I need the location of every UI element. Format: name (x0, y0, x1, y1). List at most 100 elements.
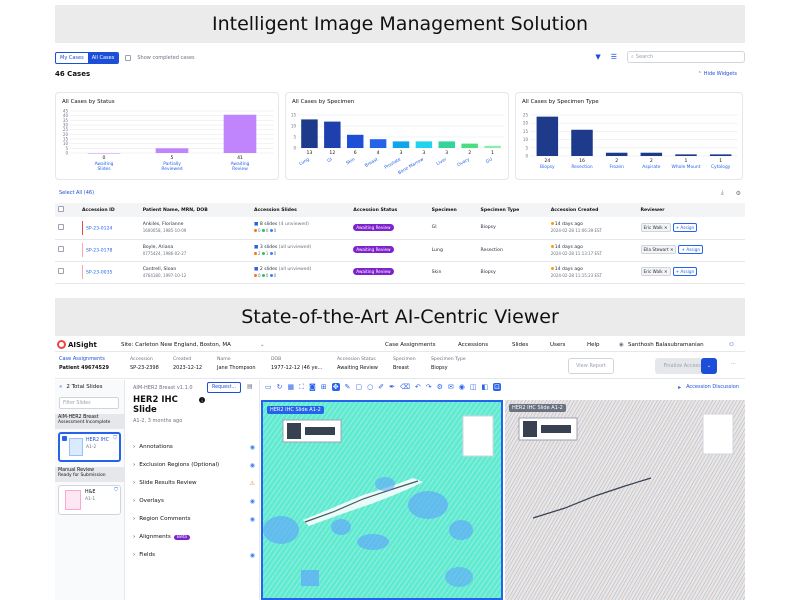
request-button[interactable]: Request... (207, 382, 241, 393)
eraser-icon[interactable]: ⌫ (399, 383, 410, 391)
section-fields[interactable]: › Fields ◉ (133, 552, 255, 559)
bar-ovary[interactable] (461, 143, 478, 148)
col-accession-id[interactable]: Accession ID (79, 203, 140, 217)
nav-slides[interactable]: Slides (512, 341, 529, 348)
site-selector[interactable]: Site: Carleton New England, Boston, MA (121, 341, 231, 348)
slide-card-her2[interactable]: HER2 IHC A1-2 ⛉ (58, 432, 121, 462)
row-checkbox[interactable] (58, 246, 64, 252)
bar-aspirate[interactable] (640, 152, 663, 156)
assign-button[interactable]: + Assign (672, 267, 698, 276)
rectangle-icon[interactable]: ▢ (355, 383, 363, 391)
bar-partially-reviewed[interactable] (155, 148, 189, 153)
section-overlays[interactable]: › Overlays ◉ (133, 497, 255, 505)
bar-resection[interactable] (571, 129, 593, 156)
bar-liver[interactable] (438, 141, 456, 148)
team-icon[interactable]: ⚇ (729, 341, 734, 348)
expand-chevron-icon[interactable]: › (133, 498, 136, 504)
section-slide-results-review[interactable]: › Slide Results Review ⚠ (133, 480, 255, 487)
panel-toggle-icon[interactable]: ▤ (247, 383, 253, 390)
col-patient[interactable]: Patient Name, MRN, DOB (139, 203, 252, 217)
table-row[interactable]: SP-23-0035 Cantrell, Sloan 4764180, 1997-1… (55, 261, 745, 284)
user-menu[interactable]: Santhosh Balasubramanian (628, 341, 704, 348)
show-completed-checkbox[interactable] (125, 55, 132, 61)
select-all-link[interactable]: Select All (46) (59, 190, 95, 196)
rotate-icon[interactable]: ↻ (276, 383, 283, 391)
reviewer-chip[interactable]: Eric Walk ✕ (640, 267, 671, 276)
bar-frozen[interactable] (605, 152, 628, 156)
section-alignments[interactable]: › Alignments Beta (133, 534, 255, 540)
slide-card-he[interactable]: H&E A1-1 ⛉ (58, 485, 121, 515)
reviewer-chip[interactable]: Ella Stewart ✕ (640, 245, 677, 254)
redo-icon[interactable]: ↷ (425, 383, 432, 391)
comment-icon[interactable]: ✉ (447, 383, 454, 391)
eye-icon[interactable]: ◉ (249, 443, 255, 451)
row-checkbox[interactable] (58, 223, 64, 230)
breadcrumb-case-assignments[interactable]: Case Assignments (59, 356, 105, 362)
gear-icon[interactable]: ⚙ (436, 383, 443, 391)
bar-awaiting-review[interactable] (223, 114, 257, 153)
remove-reviewer-icon[interactable]: ✕ (669, 247, 674, 252)
settings-icon[interactable]: ⚙ (735, 189, 741, 197)
nav-users[interactable]: Users (550, 341, 566, 348)
camera-icon[interactable]: ◙ (309, 383, 316, 391)
eye-icon[interactable]: ◉ (249, 497, 255, 505)
col-created[interactable]: Accession Created (547, 203, 638, 217)
more-options-icon[interactable]: ⋯ (731, 361, 736, 367)
info-icon[interactable]: i (199, 397, 205, 403)
tab-all-cases[interactable]: All Cases (87, 53, 119, 63)
pen-icon[interactable]: ✎ (344, 383, 351, 391)
tab-my-cases[interactable]: My Cases (60, 55, 84, 61)
row-checkbox[interactable] (58, 268, 64, 274)
accession-link[interactable]: SP-23-0124 (86, 226, 113, 232)
table-row[interactable]: SP-23-0178 Boyle, Ariana 0775424, 1986-02-… (55, 239, 745, 262)
table-row[interactable]: SP-23-0124 Ankiles, Florianne 1600058, 198… (55, 217, 745, 240)
eye-icon[interactable]: ◉ (249, 461, 255, 469)
circle-icon[interactable]: ○ (367, 383, 374, 391)
monitor-icon[interactable]: ▭ (265, 383, 272, 391)
bar-gu[interactable] (484, 145, 501, 148)
bookmark-icon[interactable]: ⛉ (114, 487, 118, 493)
accession-link[interactable]: SP-23-0035 (86, 270, 113, 276)
split-view-icon[interactable]: ◫ (469, 383, 477, 391)
bar-bone-marrow[interactable] (415, 141, 433, 148)
bar-biopsy[interactable] (536, 116, 559, 156)
select-all-checkbox[interactable] (58, 206, 64, 212)
slide-checkbox-her2[interactable] (62, 436, 67, 441)
eye-icon[interactable]: ◉ (249, 515, 255, 523)
view-report-button[interactable]: View Report (568, 358, 614, 374)
finalize-dropdown-chevron-icon[interactable]: ⌄ (701, 358, 717, 374)
grid-layout-icon[interactable]: ▦ (287, 383, 295, 391)
section-annotations[interactable]: › Annotations ◉ (133, 443, 255, 451)
reviewer-chip[interactable]: Eric Walk ✕ (640, 222, 671, 232)
download-icon[interactable]: ⤓ (720, 189, 724, 196)
pencil-icon[interactable]: ✐ (378, 383, 385, 391)
filter-icon[interactable]: ▼ (595, 53, 601, 61)
bar-breast[interactable] (369, 139, 387, 148)
pan-icon[interactable]: ✥ (331, 383, 340, 391)
bar-awaiting-slides[interactable] (87, 153, 121, 154)
expand-chevron-icon[interactable]: › (133, 444, 136, 450)
remove-reviewer-icon[interactable]: ✕ (664, 224, 668, 230)
expand-chevron-icon[interactable]: › (133, 462, 136, 468)
slide-pane-ai-overlay[interactable]: HER2 IHC Slide A1-2 (261, 400, 503, 600)
fit-screen-icon[interactable]: ⛶ (299, 382, 305, 391)
section-exclusion-regions-optional[interactable]: › Exclusion Regions (Optional) ◉ (133, 461, 255, 469)
site-chevron-icon[interactable]: ⌄ (260, 341, 265, 348)
sidebar-toggle-icon[interactable]: ◧ (481, 383, 489, 391)
expand-chevron-icon[interactable]: › (133, 534, 136, 540)
expand-chevron-icon[interactable]: › (133, 552, 136, 558)
col-status[interactable]: Accession Status (350, 203, 429, 217)
assign-button[interactable]: + Assign (672, 222, 698, 232)
col-reviewer[interactable]: Reviewer (637, 203, 745, 217)
search-input[interactable]: ⌕ Search (627, 51, 745, 63)
expand-chevron-icon[interactable]: › (133, 516, 136, 522)
nav-case-assignments[interactable]: Case Assignments (385, 341, 436, 348)
discussion-icon[interactable]: ▸ (678, 383, 682, 391)
remove-reviewer-icon[interactable]: ✕ (664, 269, 668, 274)
slide-pane-raw[interactable]: HER2 IHC Slide A1-2 (505, 400, 745, 600)
eye-icon[interactable]: ◉ (458, 383, 465, 391)
nav-help[interactable]: Help (587, 341, 600, 348)
lock-icon[interactable]: ⊡ (493, 383, 501, 391)
bar-cytology[interactable] (709, 154, 732, 156)
col-specimen-type[interactable]: Specimen Type (477, 203, 548, 217)
